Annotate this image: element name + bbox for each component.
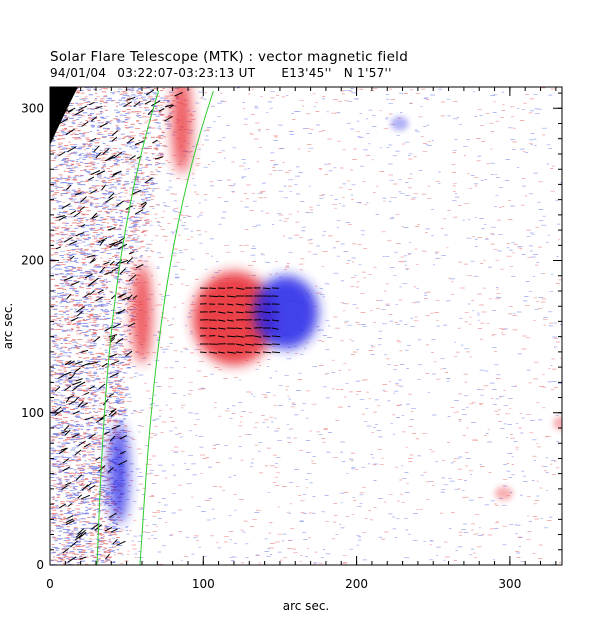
transverse-field-vectors: [54, 89, 281, 563]
limb-contour-outer: [139, 90, 214, 565]
small_negative_blob_1: [390, 116, 409, 131]
subtitle-time-range: 03:22:07-03:23:13 UT: [117, 66, 256, 80]
negative_spot: [253, 275, 319, 349]
y-tick-label: 200: [21, 254, 44, 268]
limb_negative_band_lower: [108, 423, 129, 524]
vector-marks: [54, 89, 281, 563]
small_positive_blob_2: [553, 416, 562, 431]
y-axis-label: arc sec.: [1, 303, 15, 349]
x-tick-label: 200: [345, 577, 368, 591]
limb_positive_band_upper: [171, 87, 192, 174]
small_positive_blob_1: [494, 486, 513, 501]
texture-positive: [50, 87, 562, 565]
positive_spot: [192, 271, 276, 366]
polarity-regions: [108, 87, 562, 524]
subtitle-longitude: E13'45'': [281, 66, 332, 80]
axes: 0 100 200 300 0 100 200 300: [21, 86, 563, 591]
limb-contours: [96, 90, 214, 565]
x-tick-label: 0: [46, 577, 54, 591]
y-tick-label: 300: [21, 101, 44, 115]
off-disk-corner: [50, 87, 78, 145]
off-disk-region: [50, 87, 78, 145]
x-tick-label: 300: [498, 577, 521, 591]
chart-title: Solar Flare Telescope (MTK) : vector mag…: [50, 49, 409, 65]
subtitle-date: 94/01/04: [50, 66, 107, 80]
subtitle-latitude: N 1'57'': [343, 66, 392, 80]
chart-subtitle: 94/01/04 03:22:07-03:23:13 UT E13'45'' N 1'…: [50, 66, 392, 80]
x-tick-label: 100: [192, 577, 215, 591]
x-axis-label: arc sec.: [283, 599, 329, 613]
limb_positive_band_middle: [131, 263, 152, 364]
limb-contour-inner: [96, 90, 160, 565]
plot-frame: [49, 86, 563, 566]
y-tick-label: 100: [21, 406, 44, 420]
y-tick-label: 0: [36, 558, 44, 572]
